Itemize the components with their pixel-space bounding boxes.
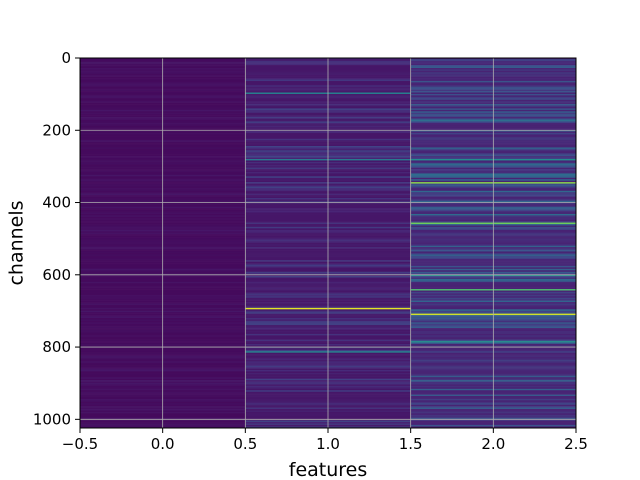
y-tick-label: 0 <box>61 49 71 67</box>
x-axis-ticks: −0.5 0.0 0.5 1.0 1.5 2.0 2.5 <box>62 428 588 453</box>
y-axis-label: channels <box>6 200 28 285</box>
x-axis-label: features <box>289 459 368 480</box>
x-tick-label: 1.0 <box>316 435 340 453</box>
y-tick-label: 200 <box>42 121 71 139</box>
x-tick-label: 0.5 <box>233 435 257 453</box>
x-tick-label: 2.5 <box>564 435 588 453</box>
y-tick-label: 800 <box>42 338 71 356</box>
x-tick-label: 0.0 <box>151 435 175 453</box>
x-tick-label: 1.5 <box>399 435 423 453</box>
x-tick-label: −0.5 <box>62 435 98 453</box>
plot-frame <box>79 57 577 429</box>
x-tick-label: 2.0 <box>481 435 505 453</box>
y-tick-label: 600 <box>42 266 71 284</box>
y-axis-ticks: 0 200 400 600 800 1000 <box>33 49 80 428</box>
y-tick-label: 400 <box>42 194 71 212</box>
y-tick-label: 1000 <box>33 410 71 428</box>
